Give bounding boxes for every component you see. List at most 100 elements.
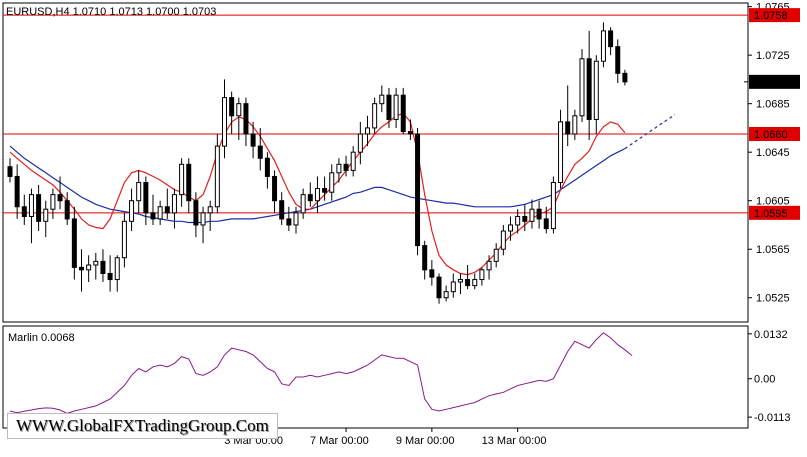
price-axis-label: 1.0605 <box>756 196 790 208</box>
candle-bear <box>14 175 20 208</box>
main-panel-frame <box>2 2 749 323</box>
candle-bull <box>86 264 92 271</box>
level-price-box <box>749 205 800 220</box>
candle-bear <box>422 245 428 271</box>
candle-bull <box>379 94 385 105</box>
candle-bear <box>243 103 249 135</box>
candle-bear <box>250 133 256 147</box>
candle-bear <box>400 94 406 133</box>
candle-bull <box>43 208 49 222</box>
candle-bull <box>365 127 370 135</box>
watermark-logo: WWW.GlobalFXTradingGroup.Com <box>7 413 278 439</box>
candle-bull <box>500 230 506 250</box>
candle-bull <box>93 260 99 266</box>
price-axis-label: 1.0645 <box>756 147 790 159</box>
candle-bull <box>393 94 399 120</box>
oscillator-axis-label: 0.0132 <box>754 329 788 341</box>
candle-bear <box>386 94 392 120</box>
level-price-box <box>749 8 800 23</box>
candle-bear <box>107 272 113 281</box>
candle-bear <box>257 145 263 159</box>
candle-bull <box>314 188 320 202</box>
level-price-label: 1.0660 <box>754 129 788 141</box>
candle-bear <box>522 215 528 222</box>
price-axis-label: 1.0565 <box>756 244 790 256</box>
candle-bear <box>307 194 313 202</box>
candle-bull <box>157 206 163 220</box>
candle-bull <box>222 97 227 147</box>
level-price-label: 1.0758 <box>754 10 788 22</box>
oscillator-line <box>9 332 633 414</box>
candle-bear <box>586 58 592 120</box>
candle-bear <box>622 72 628 83</box>
candle-bull <box>486 260 492 271</box>
candle-bull <box>450 281 456 293</box>
candle-bear <box>71 218 77 268</box>
level-price-label: 1.0595 <box>754 208 788 220</box>
candle-bull <box>207 206 213 214</box>
candle-bear <box>286 218 292 226</box>
candle-bull <box>493 248 499 262</box>
candle-bear <box>322 188 328 193</box>
candle-bear <box>407 131 413 135</box>
time-axis-label: 9 Mar 00:00 <box>396 435 455 447</box>
candle-bull <box>236 103 242 117</box>
oscillator-label: Marlin 0.0068 <box>8 332 75 344</box>
candle-bull <box>572 115 578 135</box>
price-axis-label: 1.0525 <box>756 293 790 305</box>
candle-bear <box>279 200 285 220</box>
candle-bear <box>21 206 27 217</box>
candle-bear <box>343 163 349 171</box>
candle-bull <box>372 103 378 129</box>
candle-bear <box>79 266 84 271</box>
last-price-label: 1.0703 <box>754 77 788 89</box>
candle-bull <box>28 194 34 217</box>
candle-bull <box>121 220 127 259</box>
oscillator-axis-label: 0.00 <box>754 374 775 386</box>
candle-bear <box>186 163 192 202</box>
level-price-box <box>749 126 800 141</box>
candle-bear <box>229 97 235 117</box>
oscillator-axis-label: -0.0113 <box>754 412 791 424</box>
candle-bear <box>57 194 63 202</box>
candle-bear <box>536 208 542 220</box>
candle-bear <box>164 206 170 214</box>
candle-bull <box>600 30 606 62</box>
candle-bear <box>429 269 435 278</box>
candle-bear <box>543 218 549 230</box>
candle-bull <box>579 58 585 117</box>
ma-slow-projection <box>624 114 676 150</box>
candle-bull <box>129 200 135 222</box>
candle-bull <box>179 163 185 196</box>
candle-bear <box>415 133 421 247</box>
candle-bull <box>558 121 564 184</box>
candle-bull <box>350 151 356 171</box>
oscillator-panel-frame <box>2 325 749 429</box>
candle-bull <box>293 212 299 226</box>
candle-bear <box>100 260 106 274</box>
candle-bear <box>608 30 614 48</box>
candle-bull <box>472 279 478 287</box>
candle-bull <box>50 194 56 210</box>
candle-bear <box>150 212 156 220</box>
candle-bull <box>336 163 342 174</box>
candle-bull <box>300 194 306 214</box>
candle-bull <box>593 60 599 120</box>
candle-bear <box>143 182 149 214</box>
candle-bull <box>357 133 363 153</box>
candle-bear <box>465 279 471 287</box>
candle-bear <box>36 194 42 222</box>
candle-bull <box>529 208 535 222</box>
candle-bull <box>443 291 449 299</box>
candle-bull <box>550 182 556 230</box>
candle-bear <box>7 166 13 177</box>
candle-bull <box>329 172 335 193</box>
candle-bear <box>615 46 621 74</box>
candle-bear <box>264 157 270 177</box>
candle-bull <box>508 224 513 232</box>
candle-bull <box>200 212 206 226</box>
candle-bull <box>515 215 521 226</box>
candle-bear <box>193 200 199 226</box>
